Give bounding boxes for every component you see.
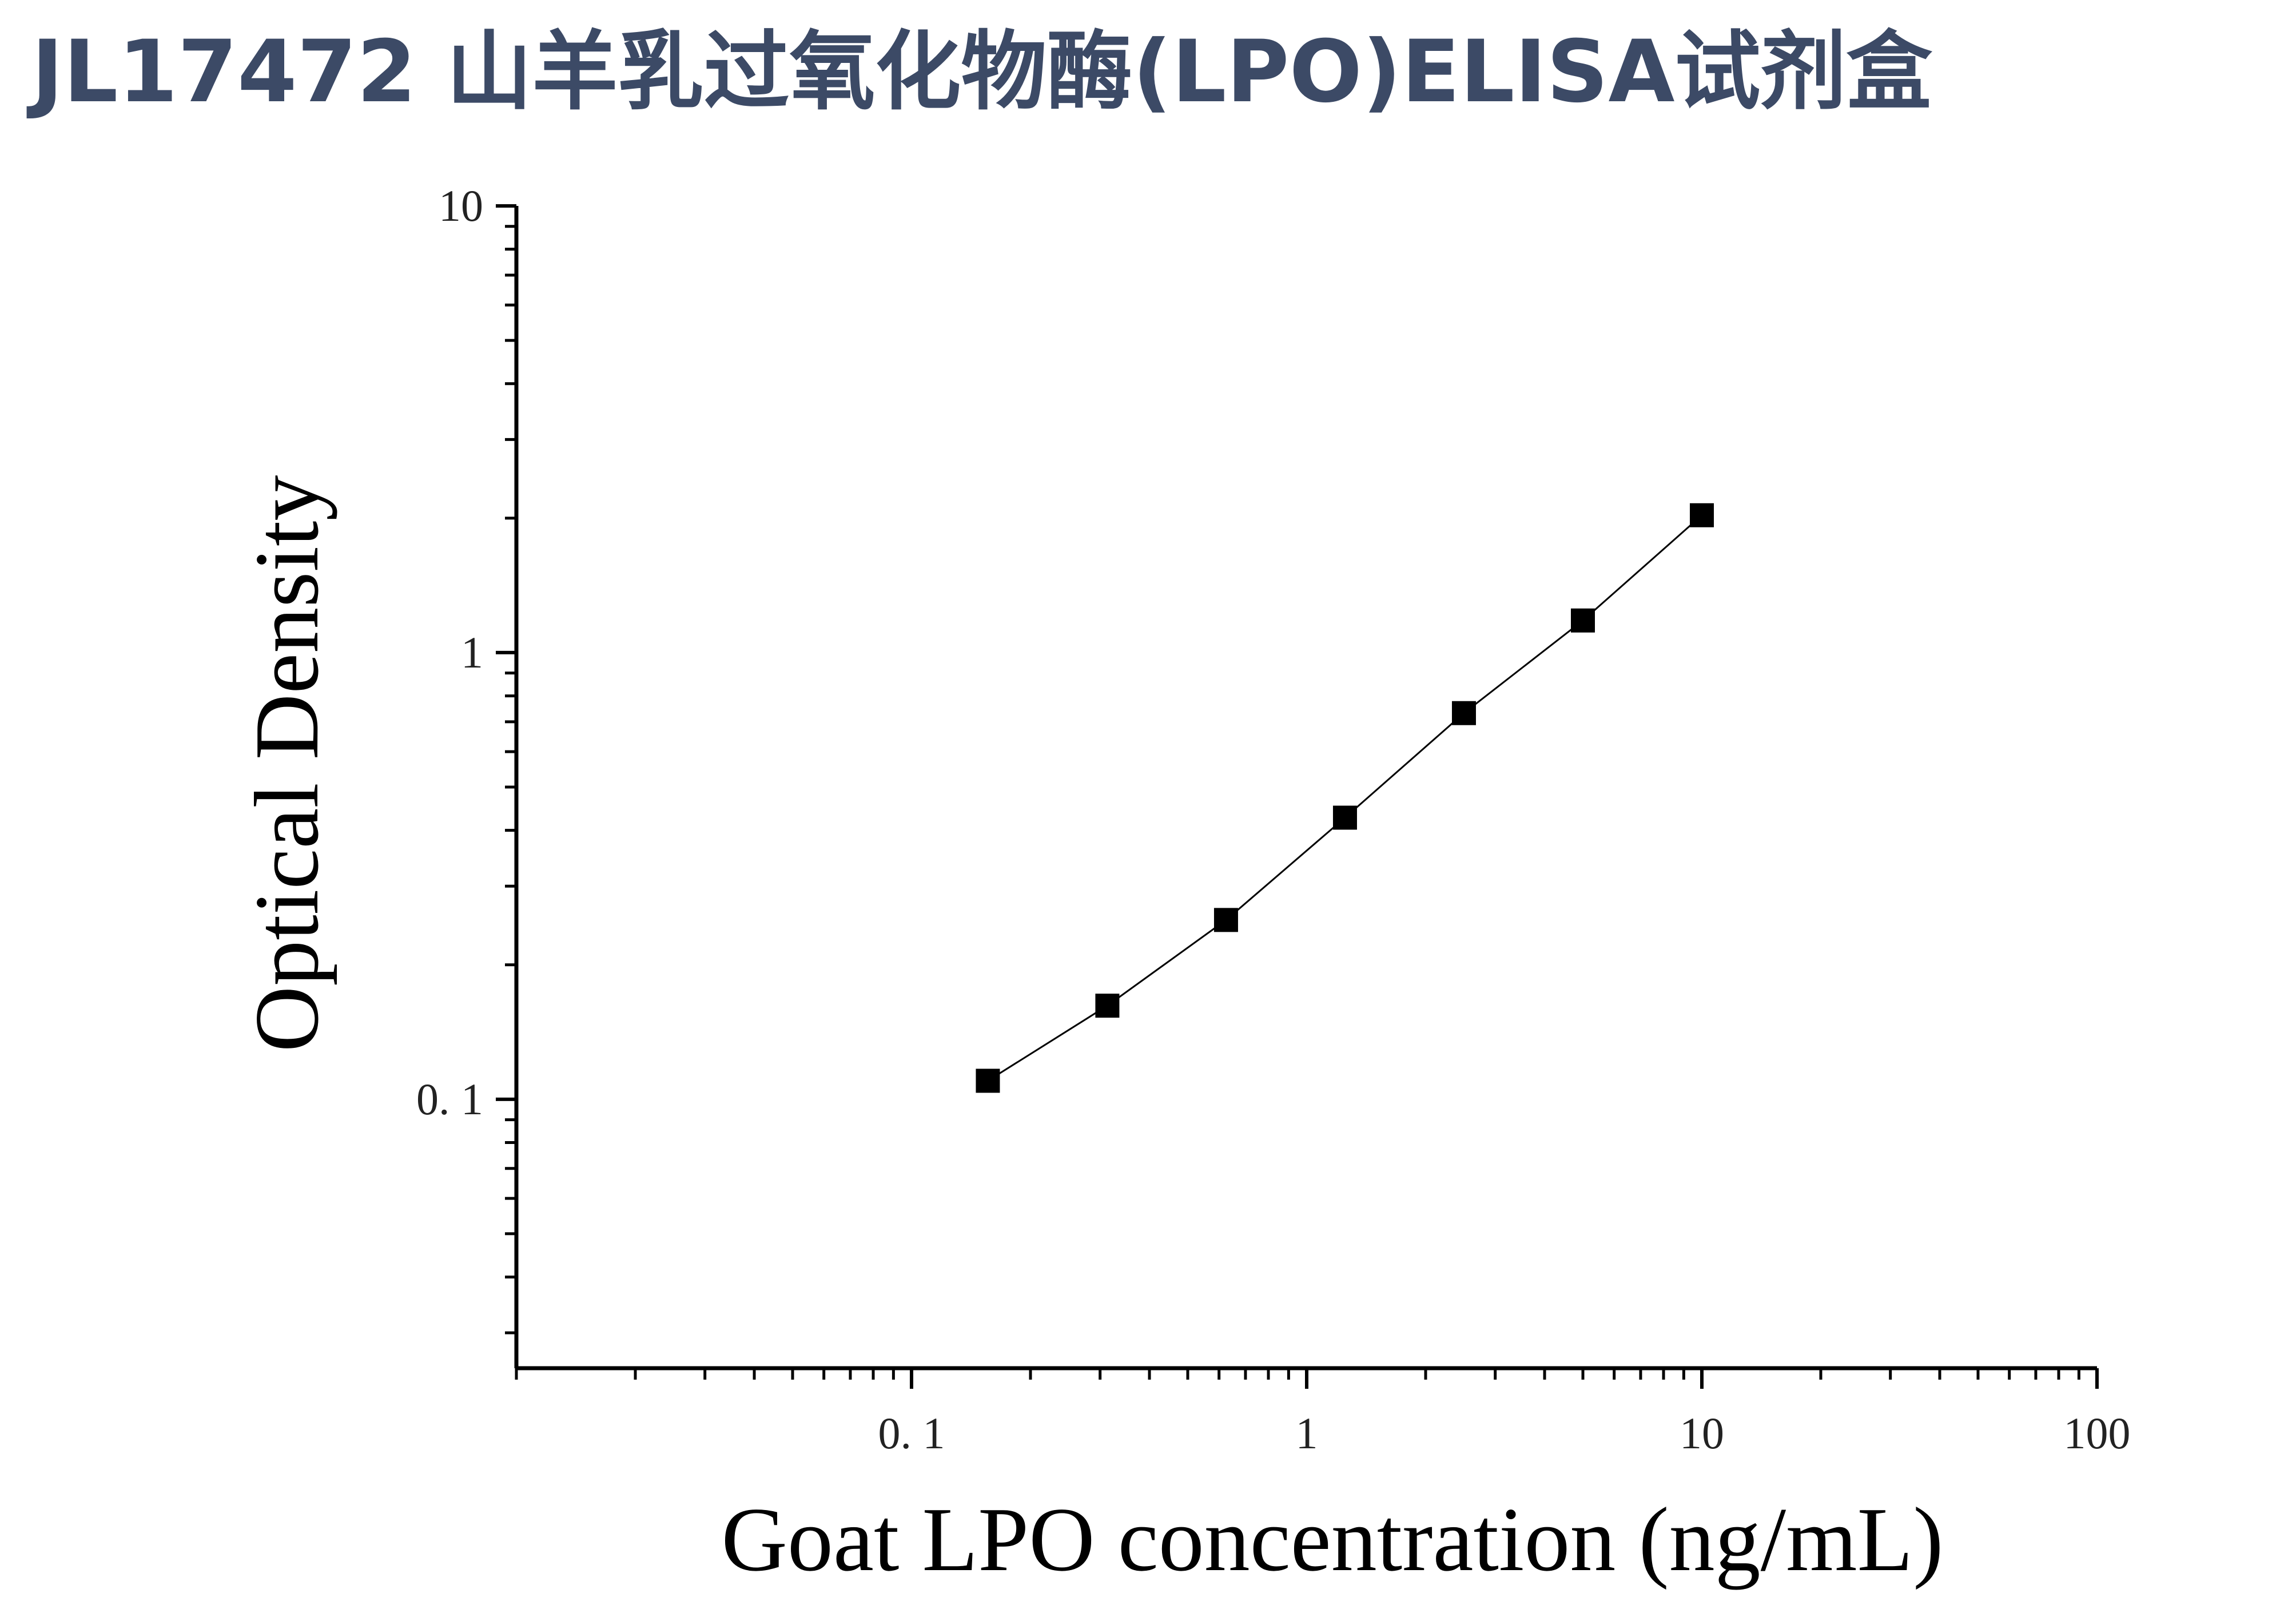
data-point: [976, 1068, 1000, 1093]
x-tick-label: 1: [1296, 1408, 1318, 1458]
axes: 0. 1 1 10 100 0. 1 1 10: [416, 181, 2131, 1458]
data-point: [1095, 994, 1120, 1018]
data-point: [1332, 805, 1357, 830]
data-point: [1570, 608, 1595, 633]
x-tick-label: 10: [1680, 1408, 1724, 1458]
page-title: JL17472 山羊乳过氧化物酶(LPO)ELISA试剂盒: [31, 22, 1932, 122]
series-line: [987, 514, 1702, 1082]
y-tick-label: 1: [461, 627, 483, 677]
x-tick-label: 0. 1: [878, 1408, 945, 1458]
data-point: [1690, 503, 1714, 527]
x-tick-label: 100: [2064, 1408, 2131, 1458]
x-axis-title: Goat LPO concentration (ng/mL): [721, 1488, 1943, 1590]
y-tick-label: 0. 1: [416, 1074, 483, 1124]
y-axis-title: Optical Density: [236, 475, 337, 1052]
series-layer: [976, 503, 1714, 1093]
data-point: [1213, 908, 1238, 932]
data-point: [1451, 701, 1476, 725]
y-tick-label: 10: [439, 181, 483, 231]
